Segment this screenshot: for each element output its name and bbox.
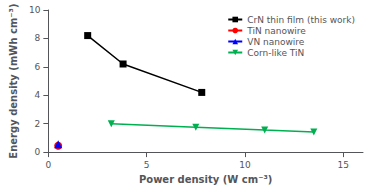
svg-text:0: 0: [35, 147, 41, 157]
svg-text:6: 6: [35, 62, 41, 72]
svg-text:Corn-like TiN: Corn-like TiN: [247, 48, 304, 58]
svg-text:5: 5: [144, 160, 150, 170]
svg-text:Power density (W cm⁻³): Power density (W cm⁻³): [139, 174, 273, 185]
svg-text:4: 4: [35, 90, 41, 100]
svg-text:VN nanowire: VN nanowire: [247, 37, 305, 47]
svg-text:10: 10: [29, 5, 41, 15]
svg-text:CrN thin film (this work): CrN thin film (this work): [247, 15, 355, 25]
svg-text:0: 0: [45, 160, 51, 170]
svg-text:2: 2: [35, 119, 41, 129]
svg-text:15: 15: [338, 160, 349, 170]
svg-text:10: 10: [239, 160, 251, 170]
svg-text:TiN nanowire: TiN nanowire: [246, 26, 306, 36]
svg-text:8: 8: [35, 33, 41, 43]
svg-text:Energy density (mWh cm⁻³): Energy density (mWh cm⁻³): [8, 3, 19, 158]
